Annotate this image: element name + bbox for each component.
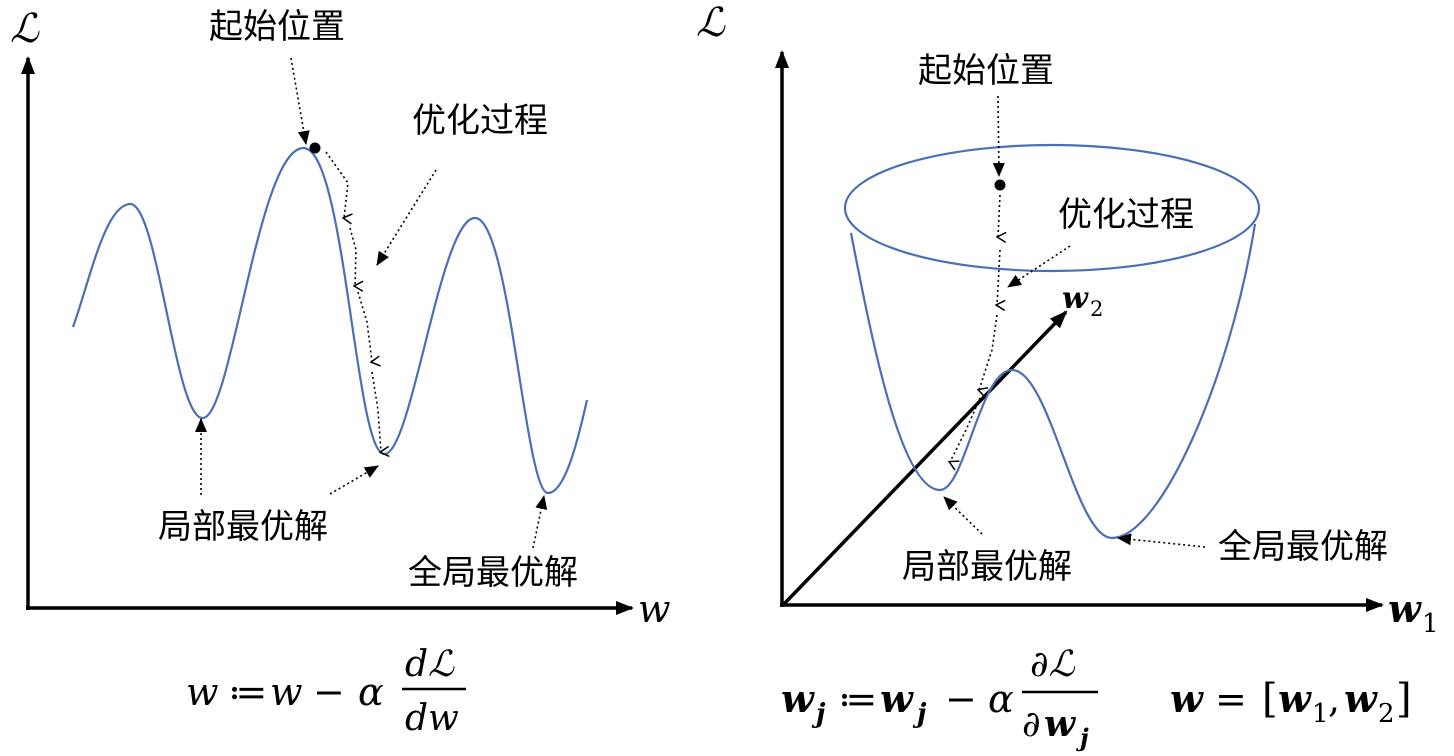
- left-formula-alpha: α: [358, 670, 384, 714]
- left-formula-numerator: dℒ: [405, 644, 455, 685]
- right-start-dot: [994, 179, 1006, 191]
- right-w1-axis-label: w 1: [1388, 586, 1439, 639]
- left-step-arrow-4: [371, 371, 381, 452]
- right-process-pointer: [1007, 245, 1071, 288]
- left-start-pointer: [290, 57, 310, 145]
- right-w1-letter: w: [1388, 586, 1422, 631]
- right-update-formula: w j ≔ w j − α ∂ℒ ∂ w j: [781, 644, 1098, 752]
- right-panel: ℒ w 1 w 2 起始位置 优化过程 局部最优解 全局最优解 w j: [696, 0, 1439, 752]
- left-label-global-opt: 全局最优解: [408, 553, 578, 593]
- right-start-pointer: [992, 95, 1005, 177]
- right-label-global-opt: 全局最优解: [1218, 527, 1388, 567]
- right-formula-w-sub: j: [912, 699, 927, 729]
- left-label-local-opt: 局部最优解: [158, 507, 328, 547]
- right-global-pointer: [1117, 533, 1206, 548]
- right-formula-denominator-partial: ∂: [1022, 704, 1041, 745]
- left-y-axis-label: ℒ: [10, 6, 40, 52]
- vector-equals: =: [1215, 677, 1247, 721]
- vector-comma: ,: [1328, 677, 1340, 721]
- left-formula-lhs: w: [186, 670, 219, 714]
- right-w2-subscript: 2: [1090, 297, 1103, 321]
- vector-close-bracket: ]: [1396, 676, 1412, 722]
- left-loss-curve: [71, 146, 589, 495]
- right-formula-denominator-sub: j: [1076, 723, 1089, 752]
- left-label-start: 起始位置: [209, 7, 345, 47]
- left-panel: ℒ w 起始位置 优化过程 局部最优解 全局最优解 w ≔ w − α dℒ d: [10, 6, 671, 739]
- left-process-pointer: [376, 169, 437, 266]
- right-formula-lhs-w: w: [781, 676, 815, 721]
- right-w2-axis: [782, 310, 1068, 606]
- vector-w2: w: [1344, 676, 1378, 721]
- right-formula-alpha: α: [988, 677, 1014, 721]
- left-x-axis-label: w: [638, 587, 671, 631]
- right-w1-subscript: 1: [1422, 609, 1439, 639]
- right-local-pointer: [943, 496, 983, 535]
- vector-sub2: 2: [1378, 699, 1395, 729]
- right-w2-letter: w: [1062, 281, 1089, 316]
- left-formula-w: w: [270, 670, 303, 714]
- right-step-arrow-1: [998, 194, 1000, 237]
- right-formula-denominator-w: w: [1044, 703, 1077, 745]
- vector-w: w: [1170, 676, 1204, 721]
- right-bowl-rim: [843, 143, 1261, 273]
- right-vector-definition: w = [ w 1 , w 2 ]: [1170, 676, 1412, 729]
- left-local-pointer-2: [329, 465, 379, 495]
- right-formula-numerator: ∂ℒ: [1030, 644, 1076, 685]
- left-step-arrow-3: [357, 291, 372, 362]
- right-formula-assign: ≔: [838, 677, 877, 721]
- right-label-start: 起始位置: [918, 51, 1054, 91]
- right-step-arrow-4: [950, 397, 981, 462]
- right-bowl-surface: [849, 223, 1257, 540]
- right-label-local-opt: 局部最优解: [902, 547, 1072, 587]
- left-update-formula: w ≔ w − α dℒ dw: [186, 644, 466, 739]
- right-y-axis-label: ℒ: [696, 0, 726, 46]
- vector-open-bracket: [: [1262, 676, 1278, 722]
- left-formula-denominator: dw: [405, 698, 459, 739]
- right-step-arrow-2: [997, 249, 1000, 305]
- right-w2-axis-label: w 2: [1062, 281, 1103, 321]
- right-step-arrow-3: [979, 314, 998, 390]
- right-label-process: 优化过程: [1058, 195, 1194, 235]
- left-label-process: 优化过程: [412, 101, 548, 141]
- vector-sub1: 1: [1312, 699, 1329, 729]
- left-global-pointer: [532, 495, 548, 549]
- right-formula-minus: −: [945, 677, 977, 721]
- left-start-dot: [309, 142, 321, 154]
- left-step-arrow-1: [325, 151, 348, 218]
- left-step-arrow-2: [349, 227, 356, 286]
- right-formula-w: w: [880, 676, 914, 721]
- vector-w1: w: [1278, 676, 1312, 721]
- left-formula-minus: −: [313, 670, 345, 714]
- left-formula-assign: ≔: [228, 670, 267, 714]
